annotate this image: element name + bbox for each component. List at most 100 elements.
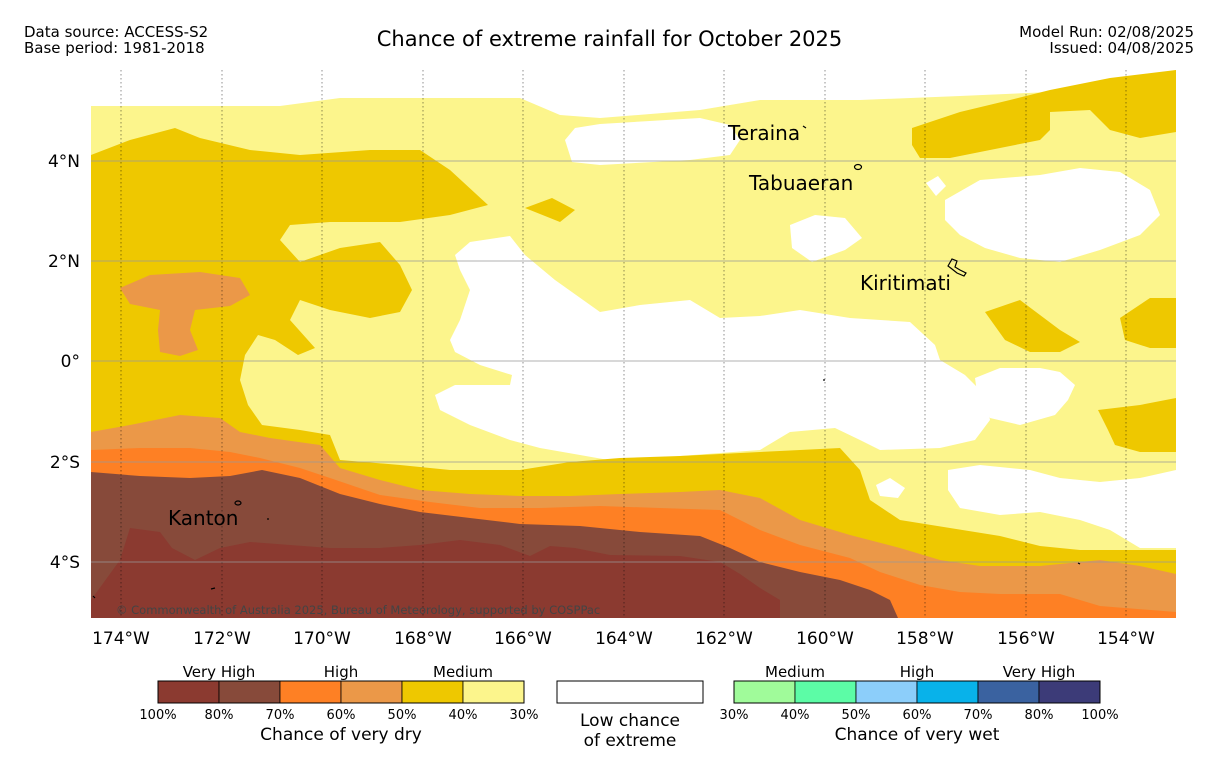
- legend-dry-frame: [157, 680, 525, 704]
- low-chance-hole-east-a: [945, 168, 1160, 262]
- legend-wet-frame: [733, 680, 1101, 704]
- kanton-outline: [234, 500, 242, 506]
- legend-dry-group-medium: Medium: [433, 663, 493, 681]
- legend-dry-tick-2: 70%: [266, 708, 295, 723]
- map-plot-area: Teraina Tabuaeran Kiritimati Kanton © Co…: [91, 70, 1176, 618]
- legend-wet-tick-1: 40%: [781, 708, 810, 723]
- legend-wet-swatch-0: [733, 680, 796, 704]
- lon-label-156w: 156°W: [997, 629, 1055, 649]
- low-chance-hole-north: [565, 118, 740, 165]
- lon-label-160w: 160°W: [796, 629, 854, 649]
- legend-dry-tick-1: 80%: [205, 708, 234, 723]
- legend-dry-tick-3: 60%: [327, 708, 356, 723]
- small-island-c: [1077, 562, 1081, 565]
- lat-label-2s: 2°S: [50, 453, 80, 473]
- model-run-text: Model Run: 02/08/2025: [1019, 23, 1194, 41]
- legend-low-label-1: Low chance: [580, 711, 680, 731]
- legend-dry-swatch-2: [279, 680, 342, 704]
- map-grid-lat: [91, 160, 1176, 563]
- legend-wet-swatches: [733, 680, 1101, 704]
- legend-low-swatch: [556, 680, 704, 704]
- legend-wet-group-medium: Medium: [765, 663, 825, 681]
- dry-50-60-blob: [120, 272, 250, 356]
- low-chance-hole-east-b: [790, 215, 862, 262]
- legend-dry-swatch-5: [462, 680, 525, 704]
- dry-40-50-region-east-low: [1098, 398, 1176, 452]
- legend-wet-swatch-4: [977, 680, 1040, 704]
- legend-dry-swatch-1: [218, 680, 281, 704]
- teraina-outline: [802, 125, 807, 129]
- legend-wet-tick-3: 60%: [903, 708, 932, 723]
- legend-wet-tick-2: 50%: [842, 708, 871, 723]
- legend-wet-tick-4: 70%: [964, 708, 993, 723]
- lon-label-174w: 174°W: [92, 629, 150, 649]
- dry-40-50-region-patch: [525, 198, 575, 222]
- issued-text: Issued: 04/08/2025: [1049, 39, 1194, 57]
- lat-label-4s: 4°S: [50, 553, 80, 573]
- base-period-text: Base period: 1981-2018: [24, 39, 205, 57]
- lon-label-162w: 162°W: [695, 629, 753, 649]
- lon-label-170w: 170°W: [293, 629, 351, 649]
- dry-40-50-region-north-east: [912, 70, 1176, 158]
- legend-dry-tick-5: 40%: [449, 708, 478, 723]
- legend-dry-swatch-3: [340, 680, 403, 704]
- island-label-kanton: Kanton: [168, 506, 238, 530]
- island-label-kiritimati: Kiritimati: [860, 271, 951, 295]
- lon-label-168w: 168°W: [394, 629, 452, 649]
- legend-wet-tick-6: 100%: [1081, 708, 1118, 723]
- legend-wet-swatch-2: [855, 680, 918, 704]
- legend-low: Low chance of extreme: [556, 680, 704, 751]
- island-label-teraina: Teraina: [727, 121, 800, 145]
- legend-dry-swatch-0: [157, 680, 220, 704]
- legend-wet-swatch-5: [1038, 680, 1101, 704]
- legend-dry-swatches: [157, 680, 525, 704]
- dry-40-50-region-east-right: [1120, 298, 1176, 348]
- legend-wet-group-high: High: [900, 663, 934, 681]
- lon-label-166w: 166°W: [494, 629, 552, 649]
- lon-label-172w: 172°W: [193, 629, 251, 649]
- data-source-text: Data source: ACCESS-S2: [24, 23, 209, 41]
- legend-dry-ticks: 100% 80% 70% 60% 50% 40% 30%: [139, 708, 538, 723]
- kiritimati-outline: [947, 258, 967, 277]
- legend-dry-swatch-4: [401, 680, 464, 704]
- small-island-b: [210, 587, 216, 590]
- legend-wet-swatch-1: [794, 680, 857, 704]
- lon-label-164w: 164°W: [595, 629, 653, 649]
- header-right: Model Run: 02/08/2025 Issued: 04/08/2025: [1019, 24, 1194, 56]
- legend-low-label-2: of extreme: [584, 731, 677, 751]
- legend-wet-swatch-3: [916, 680, 979, 704]
- low-chance-hole-east-c: [975, 368, 1075, 425]
- lon-label-154w: 154°W: [1097, 629, 1155, 649]
- legend-dry: Very High High Medium 100% 80% 70% 60% 50% 40…: [139, 663, 538, 745]
- legend-wet-tick-5: 80%: [1025, 708, 1054, 723]
- low-chance-hole-east-d: [948, 465, 1176, 548]
- legend-dry-tick-4: 50%: [388, 708, 417, 723]
- legend-wet: Medium High Very High 30% 40% 50% 60% 70% 80%…: [720, 663, 1119, 745]
- low-chance-hole-small: [876, 478, 905, 498]
- lon-labels: 174°W 172°W 170°W 168°W 166°W 164°W 162°…: [92, 629, 1155, 649]
- legend-dry-tick-0: 100%: [139, 708, 176, 723]
- legend-wet-label: Chance of very wet: [835, 725, 1000, 745]
- lat-label-0: 0°: [61, 352, 80, 372]
- map-title: Chance of extreme rainfall for October 2…: [376, 27, 843, 51]
- tabuaeran-outline: [853, 163, 863, 171]
- header-left: Data source: ACCESS-S2 Base period: 1981…: [24, 24, 208, 56]
- copyright-text: © Commonwealth of Australia 2025, Bureau…: [116, 603, 600, 617]
- island-label-tabuaeran: Tabuaeran: [748, 171, 853, 195]
- legend-dry-tick-6: 30%: [510, 708, 539, 723]
- legend-wet-group-very-high: Very High: [1003, 663, 1076, 681]
- dry-40-50-region-east-mid: [985, 300, 1080, 352]
- low-chance-hole-central: [435, 236, 990, 462]
- lat-labels: 4°N 2°N 0° 2°S 4°S: [48, 152, 80, 573]
- legend-dry-group-very-high: Very High: [183, 663, 256, 681]
- legend-wet-tick-0: 30%: [720, 708, 749, 723]
- lat-label-4n: 4°N: [48, 152, 80, 172]
- legend-dry-label: Chance of very dry: [260, 725, 422, 745]
- legend-dry-group-high: High: [324, 663, 358, 681]
- lat-label-2n: 2°N: [48, 252, 80, 272]
- island-outlines: [92, 125, 1081, 599]
- dry-80-100-region: [91, 528, 780, 618]
- low-chance-hole-tiny: [926, 176, 946, 196]
- legend-wet-ticks: 30% 40% 50% 60% 70% 80% 100%: [720, 708, 1119, 723]
